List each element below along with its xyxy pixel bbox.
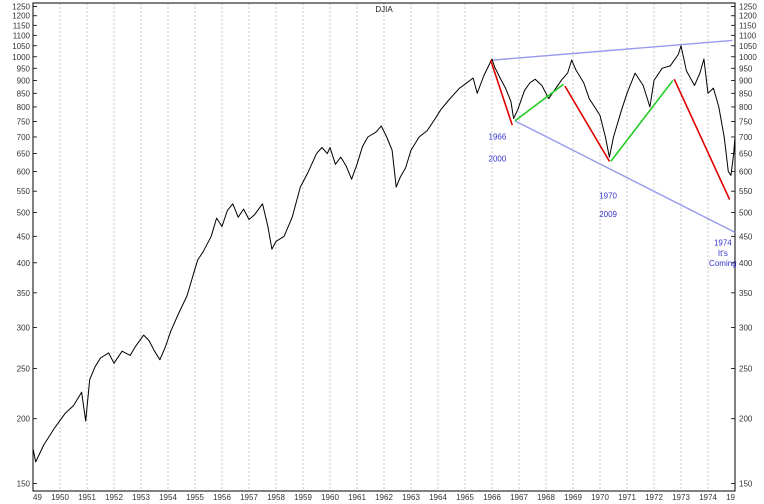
y-tick-label: 1250 xyxy=(12,3,30,12)
y-tick-label: 700 xyxy=(17,133,31,142)
annotation-label: 1966 xyxy=(489,133,507,142)
y-tick-label: 1050 xyxy=(12,42,30,51)
x-tick-label: 1961 xyxy=(348,493,366,502)
y-tick-label: 1200 xyxy=(12,12,30,21)
x-tick-label: 1973 xyxy=(672,493,690,502)
y-tick-label: 700 xyxy=(739,133,753,142)
djia-price-line xyxy=(32,45,736,463)
swing-line xyxy=(489,59,514,126)
y-tick-label: 750 xyxy=(739,117,753,126)
x-tick-label: 1951 xyxy=(78,493,96,502)
y-tick-label: 850 xyxy=(739,89,753,98)
x-tick-label: 1960 xyxy=(321,493,339,502)
y-tick-label: 500 xyxy=(739,209,753,218)
y-tick-label: 650 xyxy=(17,150,31,159)
y-tick-label: 600 xyxy=(739,168,753,177)
x-tick-label: 1956 xyxy=(213,493,231,502)
x-tick-label: 1970 xyxy=(591,493,609,502)
y-tick-label: 400 xyxy=(739,259,753,268)
x-axis: 49 1950 1951 1952 1953 1954 1955 1956 1957 1958 19… xyxy=(33,493,736,502)
y-tick-label: 650 xyxy=(739,150,753,159)
y-tick-label: 800 xyxy=(17,103,31,112)
swing-line xyxy=(564,85,611,162)
y-tick-label: 550 xyxy=(17,187,31,196)
x-tick-label: 49 xyxy=(33,493,42,502)
swing-line xyxy=(610,79,674,162)
swing-lines xyxy=(489,59,731,200)
swing-line xyxy=(673,78,731,200)
y-tick-label: 900 xyxy=(17,76,31,85)
annotation-label: 1970 xyxy=(599,192,617,201)
y-tick-label: 600 xyxy=(17,168,31,177)
y-tick-label: 950 xyxy=(739,64,753,73)
y-tick-label: 750 xyxy=(17,117,31,126)
x-tick-label: 1952 xyxy=(105,493,123,502)
annotation-label: 2000 xyxy=(489,154,507,163)
annotation-label: Coming xyxy=(709,259,737,268)
y-tick-label: 200 xyxy=(17,415,31,424)
x-tick-label: 1972 xyxy=(645,493,663,502)
x-tick-label: 1968 xyxy=(537,493,555,502)
y-tick-label: 350 xyxy=(17,289,31,298)
annotation-label: 1974 xyxy=(714,238,732,247)
y-tick-label: 250 xyxy=(739,365,753,374)
price-series xyxy=(32,45,736,463)
x-tick-label: 1965 xyxy=(456,493,474,502)
x-tick-label: 1971 xyxy=(618,493,636,502)
y-tick-label: 1150 xyxy=(739,21,757,30)
y-tick-label: 250 xyxy=(17,365,31,374)
x-tick-label: 1953 xyxy=(132,493,150,502)
x-tick-label: 1969 xyxy=(564,493,582,502)
x-tick-label: 1959 xyxy=(294,493,312,502)
y-tick-label: 450 xyxy=(17,232,31,241)
plot-frame xyxy=(32,2,736,492)
x-tick-label: 1955 xyxy=(186,493,204,502)
y-tick-label: 200 xyxy=(739,415,753,424)
y-tick-label: 150 xyxy=(17,479,31,488)
y-tick-label: 300 xyxy=(17,324,31,333)
y-tick-label: 400 xyxy=(17,259,31,268)
y-tick-label: 1250 xyxy=(739,3,757,12)
y-tick-label: 300 xyxy=(739,324,753,333)
y-tick-label: 950 xyxy=(17,64,31,73)
x-tick-label: 1974 xyxy=(699,493,717,502)
y-tick-label: 450 xyxy=(739,232,753,241)
y-tick-label: 500 xyxy=(17,209,31,218)
y-tick-label: 1150 xyxy=(13,21,31,30)
y-tick-label: 150 xyxy=(739,479,753,488)
swing-line xyxy=(514,83,565,122)
y-tick-label: 1000 xyxy=(12,53,30,62)
y-tick-label: 1200 xyxy=(739,12,757,21)
y-tick-label: 350 xyxy=(739,289,753,298)
x-tick-label: 1958 xyxy=(267,493,285,502)
chart-title: DJIA xyxy=(375,5,393,14)
trend-lines xyxy=(491,39,736,233)
x-tick-label: 1966 xyxy=(483,493,501,502)
x-tick-label: 19 xyxy=(726,493,735,502)
annotation-label: It's xyxy=(718,249,728,258)
x-tick-label: 1962 xyxy=(375,493,393,502)
lower-trendline xyxy=(514,120,736,233)
y-tick-label: 800 xyxy=(739,103,753,112)
x-tick-label: 1957 xyxy=(240,493,258,502)
y-tick-label: 850 xyxy=(17,89,31,98)
x-tick-label: 1967 xyxy=(510,493,528,502)
y-tick-label: 1050 xyxy=(739,42,757,51)
upper-trendline xyxy=(491,39,733,61)
y-tick-label: 900 xyxy=(739,76,753,85)
annotation-label: 2009 xyxy=(599,210,617,219)
x-tick-label: 1963 xyxy=(402,493,420,502)
y-tick-label: 1000 xyxy=(739,53,757,62)
y-tick-label: 1100 xyxy=(13,31,31,40)
x-tick-label: 1950 xyxy=(51,493,69,502)
y-tick-label: 550 xyxy=(739,187,753,196)
y-tick-label: 1100 xyxy=(739,31,757,40)
x-tick-label: 1954 xyxy=(159,493,177,502)
x-tick-label: 1964 xyxy=(429,493,447,502)
